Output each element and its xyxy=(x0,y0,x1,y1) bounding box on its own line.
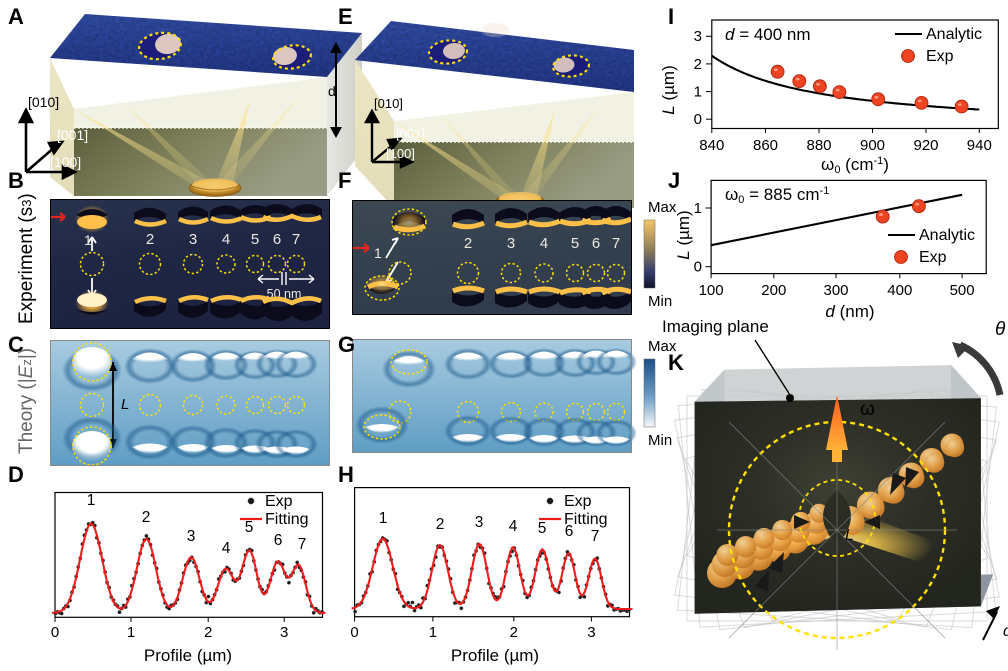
svg-text:[010]: [010] xyxy=(28,94,59,110)
svg-text:2: 2 xyxy=(510,624,518,641)
svg-text:1: 1 xyxy=(374,245,382,261)
svg-text:200: 200 xyxy=(761,282,786,299)
svg-text:d (nm): d (nm) xyxy=(825,302,874,321)
svg-text:500: 500 xyxy=(950,282,975,299)
svg-text:4: 4 xyxy=(509,518,518,535)
svg-text:0: 0 xyxy=(350,624,358,641)
svg-text:L: L xyxy=(121,396,129,413)
svg-text:[100]: [100] xyxy=(386,146,415,161)
svg-text:d: d xyxy=(1003,623,1008,640)
svg-text:Exp: Exp xyxy=(564,493,592,510)
svg-text:3: 3 xyxy=(507,235,515,252)
svg-text:d = 400 nm: d = 400 nm xyxy=(725,25,811,44)
svg-text:5: 5 xyxy=(251,231,259,248)
svg-text:Exp: Exp xyxy=(919,249,947,266)
svg-text:880: 880 xyxy=(806,137,831,154)
svg-text:5: 5 xyxy=(245,519,254,536)
svg-text:Fitting: Fitting xyxy=(265,511,309,528)
svg-text:L (µm): L (µm) xyxy=(674,210,693,259)
svg-text:Fitting: Fitting xyxy=(564,511,608,528)
svg-text:6: 6 xyxy=(592,235,600,252)
svg-text:[001]: [001] xyxy=(57,127,88,143)
svg-text:0: 0 xyxy=(694,259,702,276)
svg-text:900: 900 xyxy=(860,137,885,154)
svg-text:ω: ω xyxy=(860,399,875,420)
svg-text:940: 940 xyxy=(967,137,992,154)
svg-text:2: 2 xyxy=(142,509,151,526)
svg-text:[100]: [100] xyxy=(50,154,81,170)
svg-text:3: 3 xyxy=(694,28,702,45)
svg-text:Profile (µm): Profile (µm) xyxy=(451,646,539,665)
svg-text:0: 0 xyxy=(51,624,59,641)
svg-text:θ: θ xyxy=(995,319,1006,340)
svg-text:1: 1 xyxy=(127,624,135,641)
svg-text:1: 1 xyxy=(87,492,96,509)
svg-text:7: 7 xyxy=(612,235,620,252)
svg-text:7: 7 xyxy=(292,231,300,248)
svg-text:840: 840 xyxy=(699,137,724,154)
svg-text:L (µm): L (µm) xyxy=(659,65,678,114)
svg-text:1: 1 xyxy=(694,200,702,217)
svg-text:400: 400 xyxy=(887,282,912,299)
svg-text:7: 7 xyxy=(591,528,600,545)
svg-text:Exp: Exp xyxy=(265,493,293,510)
svg-text:5: 5 xyxy=(538,520,547,537)
svg-text:6: 6 xyxy=(274,532,283,549)
svg-text:[010]: [010] xyxy=(374,96,403,111)
svg-text:1: 1 xyxy=(379,510,388,527)
svg-text:3: 3 xyxy=(587,624,595,641)
svg-text:3: 3 xyxy=(187,528,196,545)
svg-text:1: 1 xyxy=(694,84,702,101)
svg-text:7: 7 xyxy=(298,536,307,553)
svg-text:4: 4 xyxy=(222,231,230,248)
svg-text:[001]: [001] xyxy=(396,126,425,141)
svg-text:920: 920 xyxy=(913,137,938,154)
svg-text:100: 100 xyxy=(699,282,724,299)
svg-text:Profile (µm): Profile (µm) xyxy=(144,646,232,665)
svg-text:5: 5 xyxy=(571,235,579,252)
svg-text:6: 6 xyxy=(273,231,281,248)
svg-text:2: 2 xyxy=(694,56,702,73)
svg-text:1: 1 xyxy=(84,232,92,248)
svg-text:Imaging plane: Imaging plane xyxy=(662,317,769,336)
svg-text:4: 4 xyxy=(540,235,548,252)
svg-text:3: 3 xyxy=(189,231,197,248)
svg-text:Analytic: Analytic xyxy=(919,227,975,244)
svg-text:2: 2 xyxy=(204,624,212,641)
svg-text:Analytic: Analytic xyxy=(926,26,982,43)
svg-text:2: 2 xyxy=(146,231,154,248)
svg-text:3: 3 xyxy=(475,514,484,531)
svg-text:0: 0 xyxy=(694,111,702,128)
svg-text:L: L xyxy=(845,527,854,544)
svg-text:860: 860 xyxy=(753,137,778,154)
svg-text:300: 300 xyxy=(823,282,848,299)
svg-text:2: 2 xyxy=(436,516,445,533)
svg-text:1: 1 xyxy=(429,624,437,641)
svg-text:Exp: Exp xyxy=(926,48,954,65)
svg-text:3: 3 xyxy=(280,624,288,641)
svg-text:2: 2 xyxy=(464,235,472,252)
svg-text:4: 4 xyxy=(222,540,231,557)
